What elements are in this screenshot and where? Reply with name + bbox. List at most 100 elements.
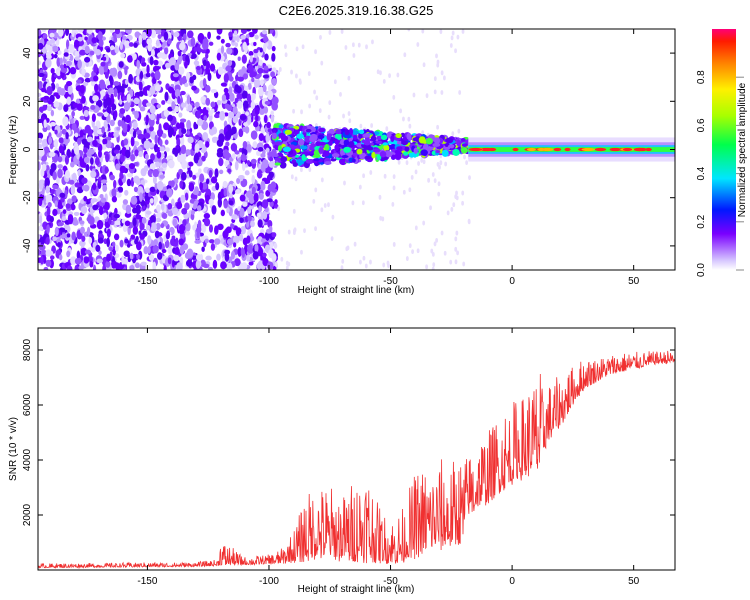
spectrogram-cell [204, 238, 209, 244]
spectrogram-cell [394, 152, 402, 160]
spectrogram-cell [106, 237, 110, 248]
spectrogram-cell [290, 174, 294, 180]
spectrogram-cell [452, 148, 460, 156]
spectrogram-cell [130, 136, 135, 147]
spectrogram-cell [228, 256, 233, 263]
spectrogram-cell [154, 84, 161, 92]
spectrogram-cell [403, 52, 407, 58]
spectrogram-cell [166, 188, 173, 198]
spectrogram-cell [180, 144, 187, 155]
spectrogram-y-label: Frequency (Hz) [8, 116, 19, 185]
spectrogram-cell [146, 102, 152, 107]
spectrogram-cell [222, 180, 228, 189]
spectrogram-cell [201, 246, 205, 252]
snr-panel: -150 -100 -50 0 50 2000 4000 6000 8000 Height o… [8, 327, 676, 595]
snr-frame [37, 327, 676, 571]
spectrogram-cell [136, 59, 141, 69]
spectrogram-cell [266, 261, 274, 270]
spectrogram-cell [197, 168, 202, 174]
spectrogram-cell [119, 41, 123, 51]
spectrogram-cell [185, 222, 191, 232]
spectrogram-cell [105, 153, 110, 163]
spectrogram-cell [74, 132, 79, 138]
spectrogram-cell [247, 215, 252, 222]
spectrogram-cell [143, 165, 149, 172]
colorbar-ticks: 0.0 0.2 0.4 0.6 0.8 [696, 70, 744, 277]
spectrogram-cell [77, 59, 82, 69]
spectrogram-cell [241, 161, 246, 172]
spectrogram-cell [236, 177, 241, 185]
spectrogram-cell [430, 248, 434, 254]
spectrogram-cell [122, 199, 129, 205]
spectrogram-cell [67, 85, 73, 95]
spectrogram-peak [537, 147, 546, 152]
spectrogram-cell [435, 53, 438, 59]
spectrogram-cell [88, 148, 95, 155]
spectrogram-cell [301, 151, 310, 156]
spectrogram-cell [119, 239, 124, 248]
spectrogram-cell [318, 141, 327, 146]
spectrogram-cell [250, 158, 257, 164]
spectrogram-cell [116, 192, 122, 198]
spectrogram-cell [228, 111, 235, 119]
spectrogram-cell [253, 41, 257, 47]
spectrogram-cell [102, 264, 107, 270]
spectrogram-cell [74, 264, 79, 270]
spectrogram-cell [260, 238, 266, 243]
spectrogram-cell [225, 226, 232, 234]
spectrogram-cell [246, 254, 251, 262]
spectrogram-cell [294, 154, 299, 158]
spectrogram-cell [344, 45, 348, 50]
spectrogram-cell [92, 95, 99, 102]
spectrogram-cell [378, 194, 382, 200]
spectrogram-cell [248, 50, 254, 56]
spectrogram-cell [173, 31, 180, 38]
spectrogram-cell [376, 154, 382, 161]
spectrogram-x-ticks: -150 -100 -50 0 50 [137, 29, 640, 287]
spectrogram-cell [437, 181, 441, 187]
spectrogram-cell [433, 178, 437, 183]
spectrogram-cell [64, 189, 68, 199]
spectrogram-cell [288, 144, 296, 149]
spectrogram-y-tick-label: -20 [22, 190, 33, 205]
spectrogram-cell [46, 85, 53, 96]
spectrogram-cell [99, 79, 106, 90]
spectrogram-cell [441, 149, 449, 157]
spectrogram-cell [52, 171, 57, 181]
spectrogram-cell [78, 265, 85, 270]
spectrogram-cell [152, 261, 157, 270]
spectrogram-cell [280, 256, 284, 262]
spectrogram-cell [42, 33, 48, 39]
spectrogram-cell [134, 31, 141, 38]
spectrogram-cell [248, 261, 254, 266]
spectrogram-cell [163, 31, 169, 41]
spectrogram-cell [222, 149, 230, 159]
spectrogram-cell [230, 223, 235, 229]
spectrogram-cell [188, 182, 195, 192]
spectrogram-cell [278, 124, 284, 129]
spectrogram-cell [401, 140, 409, 146]
spectrogram-cell [382, 78, 386, 84]
spectrogram-cell [89, 50, 95, 56]
spectrogram-cell [83, 109, 89, 118]
spectrogram-cell [371, 39, 374, 45]
spectrogram-cell [239, 217, 244, 224]
spectrogram-cell [161, 100, 166, 105]
spectrogram-cell [234, 258, 241, 267]
spectrogram-cell [65, 29, 70, 36]
spectrogram-cell [308, 167, 312, 172]
spectrogram-peak [512, 147, 519, 152]
colorbar-tick-label: 0.2 [696, 214, 707, 228]
spectrogram-cell [142, 205, 146, 210]
spectrogram-cell [212, 259, 218, 269]
spectrogram-cell [208, 110, 213, 116]
spectrogram-cell [259, 47, 263, 53]
spectrogram-cell [49, 255, 55, 260]
spectrogram-cell [111, 196, 118, 203]
spectrogram-cell [79, 220, 85, 225]
spectrogram-cell [159, 174, 165, 179]
spectrogram-cell [79, 84, 85, 94]
spectrogram-cell [277, 70, 280, 76]
spectrogram-cell [137, 133, 145, 140]
spectrogram-cell [226, 47, 233, 55]
